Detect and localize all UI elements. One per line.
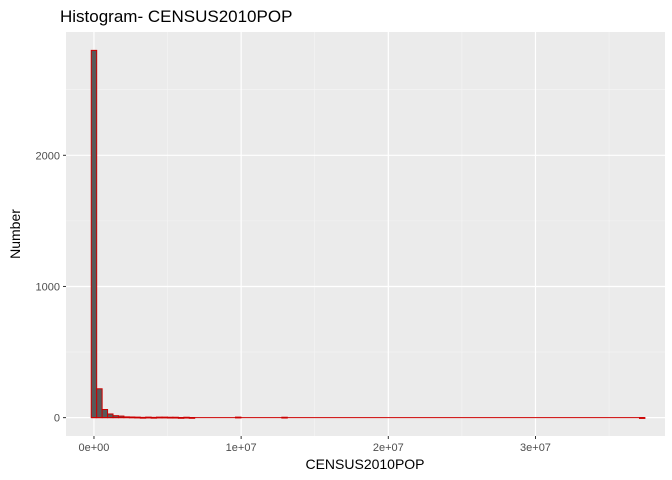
chart-title: Histogram- CENSUS2010POP	[60, 7, 292, 26]
x-axis-title: CENSUS2010POP	[305, 456, 424, 472]
y-tick-label: 2000	[36, 150, 60, 162]
histogram-bar	[96, 388, 103, 419]
y-tick-label: 1000	[36, 281, 60, 293]
y-axis-ticks: 0 1000 2000	[36, 150, 66, 425]
histogram-bars	[90, 49, 646, 419]
y-tick-label: 0	[54, 413, 60, 425]
histogram-bar	[90, 49, 98, 419]
x-tick-label: 0e+00	[79, 442, 110, 454]
x-axis-ticks: 0e+00 1e+07 2e+07 3e+07	[79, 436, 551, 454]
histogram-bar	[107, 413, 114, 419]
plot-panel	[66, 32, 665, 436]
grid-minor-lines	[66, 32, 665, 436]
x-tick-label: 3e+07	[520, 442, 551, 454]
x-tick-label: 2e+07	[373, 442, 404, 454]
histogram-bar	[101, 409, 109, 419]
x-tick-label: 1e+07	[226, 442, 257, 454]
y-axis-title: Number	[7, 209, 23, 259]
